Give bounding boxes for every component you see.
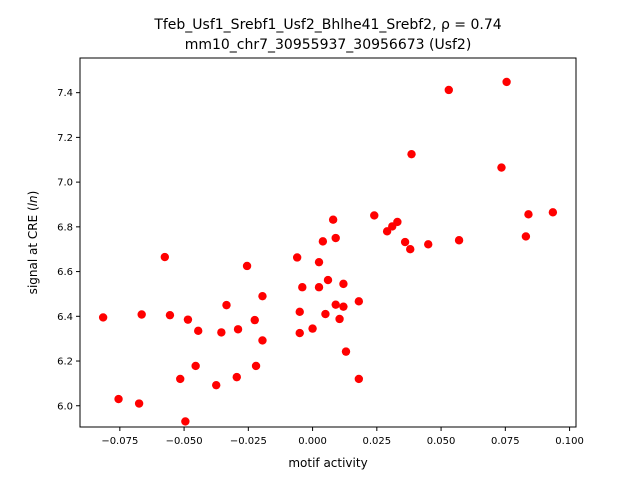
- data-point-10: [194, 326, 203, 336]
- y-tick-label-6: 7.2: [57, 133, 73, 144]
- chart-title-line1: Tfeb_Usf1_Srebf1_Usf2_Bhlhe41_Srebf2, ρ …: [153, 17, 501, 33]
- data-point-6: [176, 374, 185, 384]
- points-layer: [98, 77, 558, 426]
- data-point-0: [98, 313, 108, 322]
- data-point-37: [341, 347, 351, 356]
- x-axis-label: motif activity: [288, 456, 367, 470]
- x-tick-label-6: 0.075: [491, 436, 520, 447]
- x-tick-label-4: 0.025: [363, 436, 392, 447]
- y-tick-label-3: 6.6: [57, 267, 73, 278]
- data-point-13: [222, 300, 231, 310]
- y-axis-label: signal at CRE (ln): [26, 191, 40, 295]
- x-tick-label-0: −0.075: [101, 436, 138, 447]
- data-point-40: [370, 211, 379, 220]
- data-point-30: [323, 275, 333, 285]
- data-point-3: [137, 310, 146, 319]
- data-point-47: [424, 240, 433, 249]
- data-point-14: [232, 372, 241, 382]
- data-point-16: [242, 261, 252, 271]
- y-tick-label-2: 6.4: [57, 312, 73, 323]
- data-point-52: [521, 232, 531, 241]
- y-axis-ticks: 6.0 6.2 6.4 6.6 6.8 7.0 7.2 7.4: [57, 88, 80, 412]
- data-point-29: [321, 309, 330, 319]
- data-point-45: [406, 245, 415, 254]
- data-point-15: [233, 325, 243, 334]
- y-tick-label-7: 7.4: [57, 88, 73, 99]
- x-tick-label-3: 0.000: [298, 436, 327, 447]
- y-axis-label-prefix: signal at CRE (: [26, 206, 40, 294]
- data-point-2: [134, 399, 144, 408]
- data-point-19: [258, 336, 267, 345]
- data-point-36: [339, 302, 348, 311]
- x-tick-label-2: −0.025: [230, 436, 267, 447]
- data-point-11: [212, 380, 221, 390]
- data-point-34: [335, 314, 344, 324]
- data-point-25: [308, 324, 317, 333]
- x-tick-label-7: 0.100: [555, 436, 584, 447]
- data-point-48: [444, 85, 453, 95]
- x-tick-label-5: 0.050: [427, 436, 456, 447]
- data-point-20: [258, 291, 267, 301]
- data-point-33: [331, 300, 340, 309]
- data-point-17: [250, 315, 259, 325]
- data-point-31: [328, 215, 338, 224]
- data-point-7: [181, 417, 190, 426]
- data-point-27: [314, 283, 324, 292]
- data-point-49: [454, 236, 464, 245]
- data-point-18: [251, 361, 261, 371]
- x-tick-label-1: −0.050: [166, 436, 203, 447]
- y-axis-label-suffix: ): [26, 191, 40, 196]
- data-point-1: [114, 394, 123, 404]
- data-point-28: [318, 237, 328, 246]
- x-axis-ticks: −0.075 −0.050 −0.025 0.000 0.025 0.050 0.075 0.…: [101, 427, 584, 447]
- data-point-21: [292, 253, 302, 262]
- data-point-4: [160, 252, 170, 262]
- y-tick-label-1: 6.2: [57, 357, 73, 368]
- data-point-24: [298, 283, 307, 292]
- y-tick-label-4: 6.8: [57, 222, 73, 233]
- data-point-26: [314, 257, 324, 267]
- y-axis-label-variable: ln: [26, 195, 40, 206]
- data-point-46: [407, 149, 416, 159]
- data-point-12: [217, 328, 226, 337]
- data-point-50: [497, 163, 506, 172]
- data-point-8: [183, 315, 193, 324]
- data-point-38: [354, 297, 364, 306]
- plot-area-frame: [79, 57, 577, 428]
- data-point-51: [502, 77, 511, 87]
- data-point-54: [548, 208, 558, 217]
- data-point-22: [295, 307, 304, 317]
- data-point-32: [331, 233, 340, 243]
- y-tick-label-5: 7.0: [57, 178, 73, 189]
- data-point-23: [295, 328, 304, 338]
- data-point-5: [165, 310, 175, 320]
- data-point-43: [393, 217, 402, 227]
- data-point-35: [339, 279, 348, 289]
- data-point-9: [191, 361, 200, 371]
- data-point-39: [354, 374, 364, 384]
- y-tick-label-0: 6.0: [57, 401, 73, 412]
- data-point-53: [524, 210, 533, 219]
- chart-title-line2: mm10_chr7_30955937_30956673 (Usf2): [185, 37, 472, 53]
- data-point-44: [400, 237, 410, 247]
